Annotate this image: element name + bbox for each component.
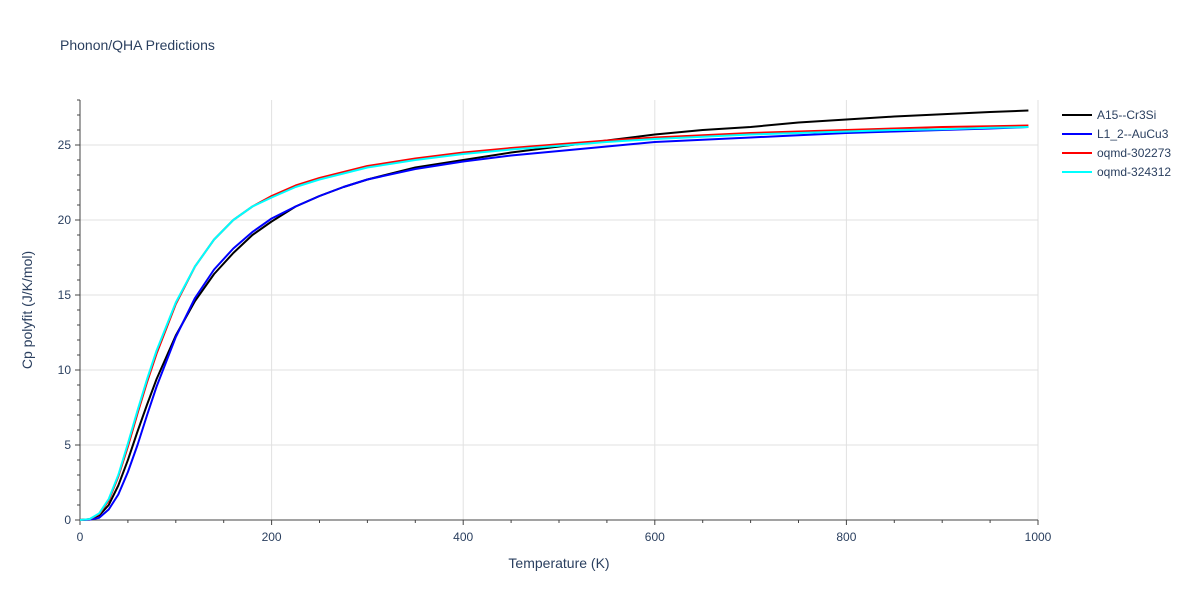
- x-tick-label: 800: [836, 530, 856, 544]
- x-tick-label: 400: [453, 530, 473, 544]
- legend-label: A15--Cr3Si: [1097, 108, 1156, 122]
- series-lines: [79, 109, 1029, 521]
- axes: [75, 99, 1039, 525]
- legend-label: L1_2--AuCu3: [1097, 127, 1169, 141]
- y-tick-label: 10: [58, 363, 72, 377]
- legend-item[interactable]: oqmd-302273: [1062, 146, 1171, 160]
- y-tick-label: 15: [58, 288, 72, 302]
- y-axis-ticks: 0 5 10 15 20 25: [58, 138, 72, 527]
- legend-label: oqmd-302273: [1097, 146, 1171, 160]
- chart-title: Phonon/QHA Predictions: [60, 37, 215, 53]
- legend-item[interactable]: oqmd-324312: [1062, 165, 1171, 179]
- series-line-oqmd-302273: [79, 124, 1029, 521]
- legend-item[interactable]: L1_2--AuCu3: [1062, 127, 1169, 141]
- x-axis-ticks: 0 200 400 600 800 1000: [77, 530, 1052, 544]
- legend[interactable]: A15--Cr3Si L1_2--AuCu3 oqmd-302273 oqmd-324…: [1062, 108, 1171, 179]
- legend-label: oqmd-324312: [1097, 165, 1171, 179]
- series-line-a15-cr3si: [79, 109, 1029, 521]
- x-axis-title: Temperature (K): [508, 555, 609, 571]
- x-tick-label: 200: [262, 530, 282, 544]
- legend-item[interactable]: A15--Cr3Si: [1062, 108, 1156, 122]
- y-tick-label: 5: [64, 438, 71, 452]
- grid: [80, 100, 1039, 520]
- x-tick-label: 1000: [1025, 530, 1052, 544]
- y-tick-label: 0: [64, 513, 71, 527]
- x-tick-label: 0: [77, 530, 84, 544]
- y-tick-label: 20: [58, 213, 72, 227]
- y-tick-label: 25: [58, 138, 72, 152]
- series-line-oqmd-324312: [79, 126, 1029, 521]
- y-axis-title: Cp polyfit (J/K/mol): [19, 251, 35, 369]
- x-tick-label: 600: [645, 530, 665, 544]
- series-line-l1-2-aucu3: [79, 126, 1029, 521]
